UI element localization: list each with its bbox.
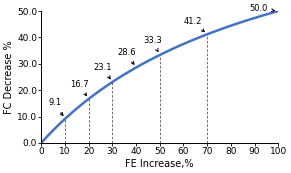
Text: 16.7: 16.7: [70, 80, 88, 96]
Text: 28.6: 28.6: [117, 48, 136, 64]
Text: 41.2: 41.2: [183, 17, 204, 32]
Text: 33.3: 33.3: [143, 36, 162, 52]
Y-axis label: FC Decrease %: FC Decrease %: [4, 40, 14, 114]
Text: 50.0: 50.0: [250, 4, 274, 13]
Text: 9.1: 9.1: [48, 98, 63, 116]
X-axis label: FE Increase,%: FE Increase,%: [125, 159, 194, 169]
Text: 23.1: 23.1: [93, 63, 112, 79]
